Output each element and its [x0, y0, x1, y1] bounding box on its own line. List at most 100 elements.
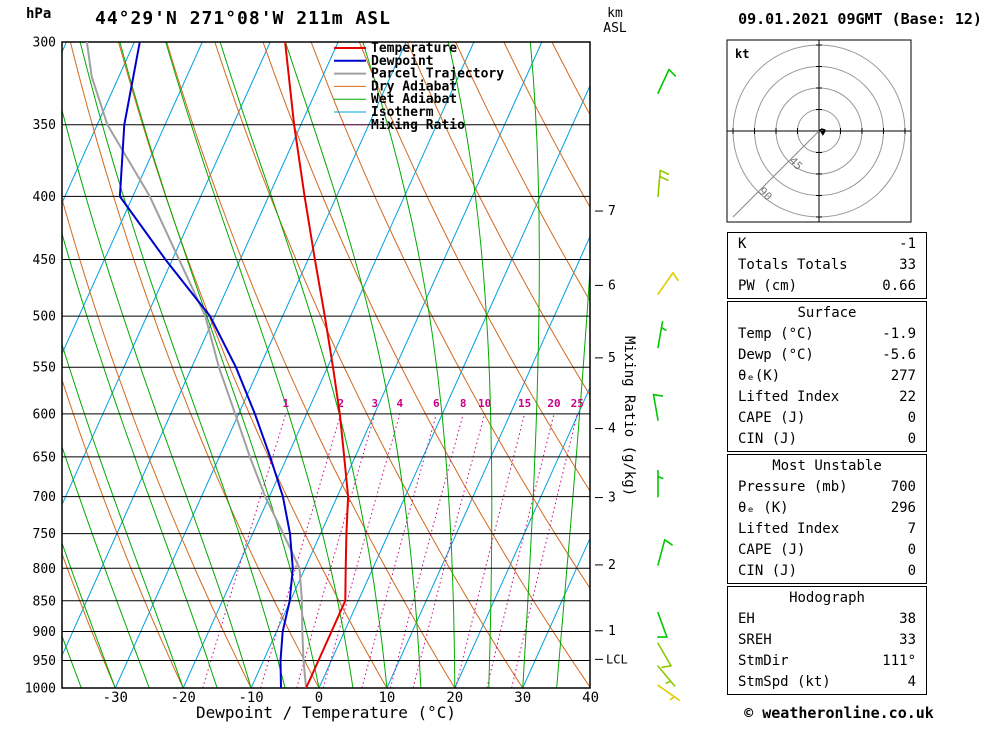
km-tick-label: 5: [608, 351, 616, 366]
stat-label: Temp (°C): [738, 326, 814, 342]
stat-label: CAPE (J): [738, 542, 806, 558]
stats-section-most-unstable: Most Unstable Pressure (mb) 700 θₑ (K) 296 Li…: [727, 454, 927, 584]
wind-barb-column: [652, 68, 681, 702]
temp-tick-label: 10: [378, 690, 395, 706]
plot-border: [61, 41, 591, 689]
wind-barb: [657, 169, 670, 198]
storm-motion-marker: [819, 130, 826, 136]
stat-label: Totals Totals: [738, 257, 848, 273]
wind-barb: [657, 642, 672, 669]
altitude-unit-asl: ASL: [603, 21, 627, 36]
stat-label: θₑ (K): [738, 500, 789, 516]
stat-row: Dewp (°C) -5.6: [728, 345, 926, 366]
mixing-ratio-label: 4: [397, 397, 404, 410]
stat-row: θₑ (K) 296: [728, 498, 926, 519]
mixing-ratio-label: 3: [371, 397, 378, 410]
stat-value: 4: [907, 674, 916, 690]
stat-value: 0: [907, 410, 916, 426]
stat-row: Pressure (mb) 700: [728, 477, 926, 498]
wind-barb: [657, 68, 677, 94]
altitude-unit-label: km ASL: [594, 6, 636, 36]
wind-barb: [657, 469, 664, 498]
stat-row: CIN (J) 0: [728, 561, 926, 582]
wind-barb: [657, 611, 668, 638]
stat-row: Temp (°C) -1.9: [728, 324, 926, 345]
temp-tick-label: 20: [446, 690, 463, 706]
stat-row: K -1: [728, 234, 926, 255]
stat-label: StmSpd (kt): [738, 674, 831, 690]
stat-value: -1.9: [882, 326, 916, 342]
stat-value: 38: [899, 611, 916, 627]
mixing-ratio-label: 15: [518, 397, 531, 410]
pressure-tick-label: 600: [33, 407, 56, 422]
stat-label: Lifted Index: [738, 389, 840, 405]
mixing-ratio-label: 10: [478, 397, 491, 410]
legend-label: Mixing Ratio: [371, 118, 465, 133]
mixing-ratio-label: 2: [337, 397, 344, 410]
stat-label: CAPE (J): [738, 410, 806, 426]
pressure-tick-label: 1000: [25, 682, 56, 697]
pressure-tick-label: 350: [33, 118, 56, 133]
pressure-tick-label: 900: [33, 625, 56, 640]
wind-barb: [657, 684, 681, 702]
copyright: © weatheronline.co.uk: [744, 704, 934, 722]
stats-section-title: Hodograph: [789, 590, 865, 606]
pressure-tick-label: 450: [33, 253, 56, 268]
mixing-ratio-label: 1: [282, 397, 289, 410]
datetime-header: 09.01.2021 09GMT (Base: 12): [738, 10, 982, 28]
stat-row: CAPE (J) 0: [728, 540, 926, 561]
mixing-ratio-labels: 1 2 3 4 6 8 10 15 20 25: [282, 397, 583, 410]
km-tick-label: 4: [608, 422, 616, 437]
mixing-ratio-label: 6: [433, 397, 440, 410]
stat-label: CIN (J): [738, 431, 798, 447]
stat-label: PW (cm): [738, 278, 798, 294]
stat-row: CAPE (J) 0: [728, 408, 926, 429]
stat-row: EH 38: [728, 609, 926, 630]
stat-value: 33: [899, 632, 916, 648]
pressure-tick-label: 850: [33, 594, 56, 609]
stat-row: θₑ(K) 277: [728, 366, 926, 387]
temp-tick-label: 40: [582, 690, 599, 706]
stat-value: 0: [907, 431, 916, 447]
temperature-curve: [284, 42, 350, 688]
pressure-tick-label: 700: [33, 490, 56, 505]
pressure-tick-label: 950: [33, 654, 56, 669]
stat-label: SREH: [738, 632, 772, 648]
temp-tick-labels: -30 -20 -10 0 10 20 30 40: [103, 690, 599, 706]
pressure-tick-label: 800: [33, 562, 56, 577]
pressure-tick-label: 650: [33, 450, 56, 465]
mixing-ratio-lines: [202, 413, 578, 688]
pressure-tick-label: 750: [33, 527, 56, 542]
altitude-unit-km: km: [607, 6, 623, 21]
wind-barb: [652, 393, 664, 421]
right-axis-label: Mixing Ratio (g/kg): [621, 336, 637, 497]
stat-row: Lifted Index 7: [728, 519, 926, 540]
wind-barb: [657, 272, 679, 295]
stat-value: 0: [907, 563, 916, 579]
stat-label: EH: [738, 611, 755, 627]
legend-label: Temperature: [371, 41, 457, 56]
stats-section-indices: K -1 Totals Totals 33 PW (cm) 0.66: [727, 232, 927, 299]
temp-tick-label: 0: [315, 690, 323, 706]
x-axis-label: Dewpoint / Temperature (°C): [195, 703, 457, 722]
km-tick-label: 3: [608, 491, 616, 506]
stat-label: CIN (J): [738, 563, 798, 579]
stat-value: 7: [907, 521, 916, 537]
stats-panel: K -1 Totals Totals 33 PW (cm) 0.66 Surface Temp…: [727, 232, 927, 697]
stat-row: Totals Totals 33: [728, 255, 926, 276]
stat-row: CIN (J) 0: [728, 429, 926, 450]
temp-tick-label: 30: [514, 690, 531, 706]
stat-value: 277: [890, 368, 916, 384]
stat-value: 0: [907, 542, 916, 558]
stat-label: Pressure (mb): [738, 479, 848, 495]
stat-label: K: [738, 236, 747, 252]
km-tick-label: 7: [608, 204, 616, 219]
wet-adiabat-lines: [62, 42, 590, 688]
km-tick-label: 1: [608, 624, 616, 639]
dewpoint-curve: [118, 42, 294, 688]
lcl-label: LCL: [606, 652, 628, 666]
pressure-tick-label: 500: [33, 310, 56, 325]
stat-label: θₑ(K): [738, 368, 781, 384]
stats-section-title: Surface: [797, 305, 857, 321]
